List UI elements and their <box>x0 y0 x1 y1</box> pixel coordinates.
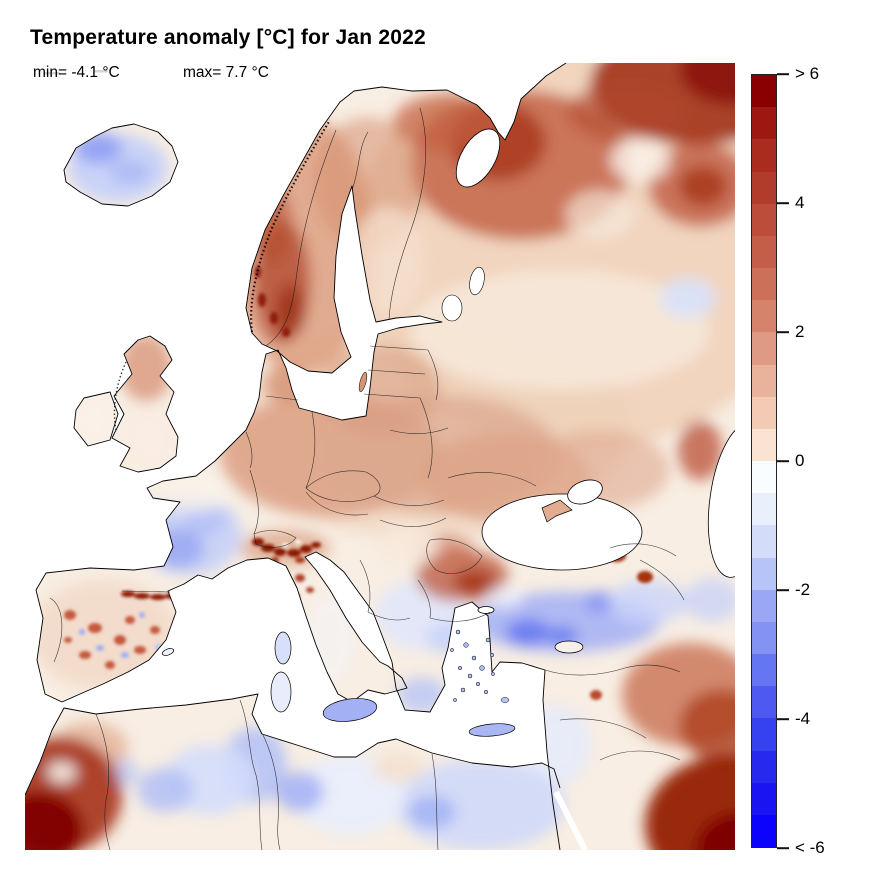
colorbar-segment <box>752 493 776 526</box>
colorbar-segment <box>752 203 776 236</box>
colorbar-segment <box>752 461 776 494</box>
jan-mayen-smudge <box>44 70 108 75</box>
islands <box>161 372 584 737</box>
page-title: Temperature anomaly [°C] for Jan 2022 <box>30 26 426 49</box>
colorbar-segment <box>752 332 776 365</box>
anomaly-field <box>25 63 735 850</box>
colorbar-segment <box>752 268 776 301</box>
red-sea <box>553 790 588 850</box>
colorbar-segment <box>752 814 776 848</box>
colorbar-segment <box>752 75 776 108</box>
colorbar-segment <box>752 364 776 397</box>
colorbar-segment <box>752 139 776 172</box>
colorbar-segment <box>752 557 776 590</box>
colorbar-segment <box>752 235 776 269</box>
colorbar-segment <box>752 107 776 140</box>
colorbar-segment <box>752 428 776 462</box>
colorbar-segment <box>752 718 776 751</box>
max-value-label: max= 7.7 °C <box>183 64 269 81</box>
colorbar-segment <box>752 589 776 622</box>
colorbar-segment <box>752 654 776 687</box>
coastlines <box>25 63 567 850</box>
crimea <box>541 499 573 523</box>
inland-seas <box>441 128 735 614</box>
colorbar-segment <box>752 525 776 558</box>
colorbar-segment <box>752 782 776 815</box>
colorbar-segment <box>752 300 776 333</box>
colorbar-segment <box>752 621 776 655</box>
min-value-label: min= -4.1 °C <box>33 64 120 81</box>
colorbar-segment <box>752 171 776 204</box>
country-borders <box>49 107 685 850</box>
aegean-islands <box>450 629 495 702</box>
colorbar-segment <box>752 750 776 783</box>
colorbar-segment <box>752 396 776 429</box>
colorbar <box>751 74 777 848</box>
colorbar-segment <box>752 686 776 719</box>
norway-fjords-texture <box>250 119 331 333</box>
